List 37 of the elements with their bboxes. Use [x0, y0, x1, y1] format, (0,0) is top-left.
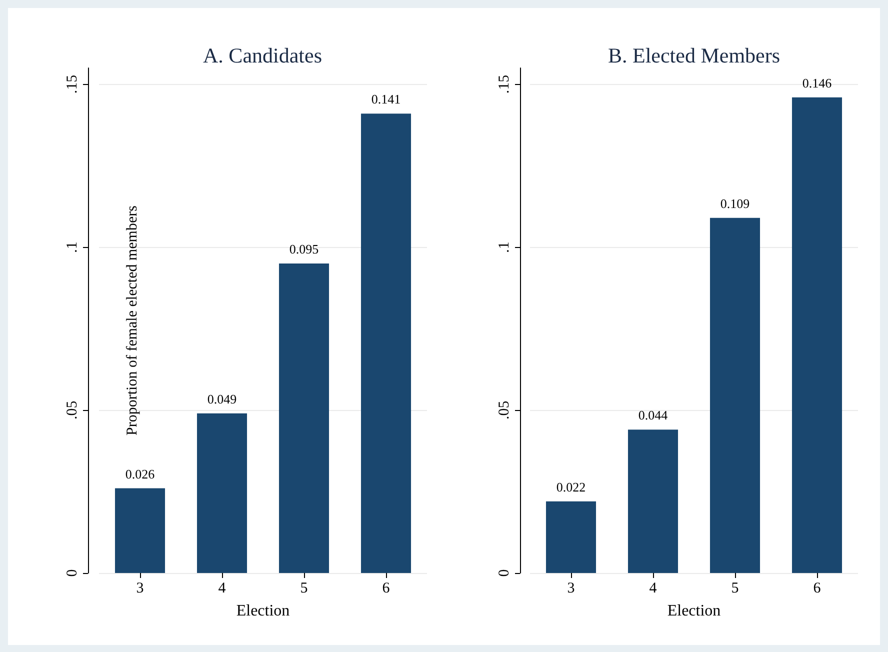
data-label: 0.049	[207, 391, 237, 406]
x-axis-title: Election	[667, 602, 721, 620]
y-tick-label: .15	[64, 74, 80, 94]
data-label: 0.095	[289, 241, 319, 256]
bar	[114, 488, 166, 573]
y-tick-label: .1	[64, 242, 80, 253]
y-tick-label: .05	[496, 400, 512, 420]
data-label: 0.026	[125, 466, 156, 482]
y-tick-label: .05	[64, 400, 80, 420]
bar	[546, 501, 596, 573]
y-tick-label: .15	[496, 74, 512, 94]
x-tick-label: 6	[382, 580, 390, 596]
bar	[628, 430, 678, 573]
chart-title: B. Elected Members	[608, 44, 780, 68]
bar	[360, 114, 412, 573]
bar	[710, 218, 760, 573]
x-tick-label: 5	[731, 580, 739, 596]
data-label: 0.109	[720, 196, 750, 211]
y-axis-title: Proportion of female elected members	[124, 205, 140, 436]
data-label: 0.044	[638, 408, 668, 423]
y-tick-label: 0	[496, 569, 512, 577]
x-tick-label: 4	[218, 580, 226, 596]
y-tick-label: .1	[496, 242, 512, 253]
x-tick-label: 5	[300, 580, 308, 596]
data-label: 0.146	[802, 75, 832, 90]
x-tick-label: 4	[649, 580, 658, 596]
x-tick-label: 6	[813, 580, 822, 596]
chart-title: A. Candidates	[203, 44, 322, 68]
data-label: 0.022	[556, 479, 586, 494]
bar	[196, 413, 248, 573]
x-axis-title: Election	[236, 602, 290, 620]
y-tick-label: 0	[64, 569, 80, 577]
bar	[278, 263, 330, 573]
data-label: 0.141	[371, 92, 401, 107]
x-tick-label: 3	[136, 580, 144, 596]
x-tick-label: 3	[567, 580, 575, 596]
bar	[792, 97, 842, 573]
